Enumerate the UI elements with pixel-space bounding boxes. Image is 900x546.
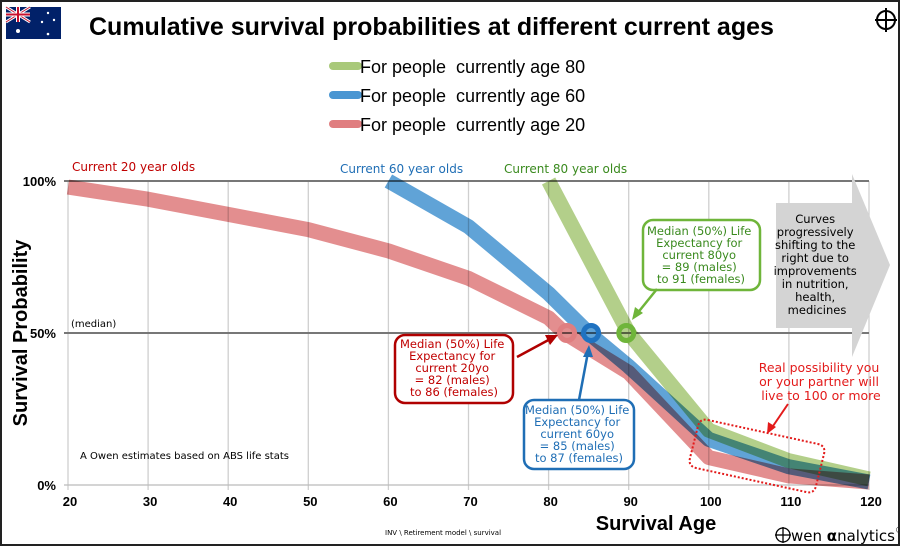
x-tick-label: 90 <box>623 494 637 509</box>
svg-text:Real possibility you or: Real possibility you or your partner wil… <box>759 360 884 403</box>
axis-ticks: 20 30 40 50 60 70 80 90 100 110 120 0% 50% 100% <box>23 174 882 509</box>
svg-text:Median (50%) Life Expect: Median (50%) Life Expectancy for current… <box>647 224 755 286</box>
legend-label-age60: For people currently age 60 <box>360 86 585 106</box>
callout-age20: Median (50%) Life Expectancy for current… <box>393 333 558 405</box>
svg-text:Median (50%) Life Expect: Median (50%) Life Expectancy for current… <box>400 337 508 399</box>
file-path: INV \ Retirement model \ survival <box>385 529 501 537</box>
x-tick-label: 70 <box>463 494 477 509</box>
x-tick-label: 80 <box>543 494 557 509</box>
callout-age80: Median (50%) Life Expectancy for current… <box>632 218 762 320</box>
x-tick-label: 100 <box>700 494 722 509</box>
svg-text:Median (50%) Life Expect: Median (50%) Life Expectancy for current… <box>525 403 633 465</box>
x-tick-label: 30 <box>143 494 157 509</box>
series-lines <box>66 174 871 490</box>
y-tick-label: 50% <box>30 326 56 341</box>
median-label: (median) <box>71 319 116 330</box>
series-label-age20: Current 20 year olds <box>72 160 195 174</box>
crosshair-icon <box>875 8 897 32</box>
series-line-age20 <box>66 179 870 490</box>
callout-possibility: Real possibility you or your partner wil… <box>688 360 884 494</box>
x-tick-label: 60 <box>383 494 397 509</box>
shift-right-arrow <box>776 174 890 357</box>
series-label-age80: Current 80 year olds <box>504 162 627 176</box>
callout-age60: Median (50%) Life Expectancy for current… <box>522 345 636 471</box>
series-label-age60: Current 60 year olds <box>340 162 463 176</box>
legend: For people currently age 80 For people c… <box>329 57 585 135</box>
owen-analytics-logo: wen αnalytics® <box>775 526 900 545</box>
y-tick-label: 100% <box>23 174 57 189</box>
chart-title: Cumulative survival probabilities at dif… <box>89 13 774 41</box>
x-axis-title: Survival Age <box>596 513 716 535</box>
legend-label-age20: For people currently age 20 <box>360 115 585 135</box>
svg-text:wen αnalytics®: wen αnalytics® <box>791 526 900 545</box>
source-note: A Owen estimates based on ABS life stats <box>80 451 289 462</box>
x-tick-label: 120 <box>860 494 882 509</box>
x-tick-label: 50 <box>303 494 317 509</box>
x-tick-label: 40 <box>223 494 237 509</box>
median-marker <box>581 323 602 343</box>
median-marker <box>557 323 578 343</box>
median-markers <box>557 323 637 343</box>
australia-flag-icon <box>5 5 61 39</box>
x-tick-label: 110 <box>780 494 801 509</box>
y-tick-label: 0% <box>37 478 56 493</box>
median-marker <box>616 323 637 343</box>
legend-label-age80: For people currently age 80 <box>360 57 585 77</box>
y-axis-title: Survival Probability <box>10 239 32 427</box>
x-tick-label: 20 <box>63 494 77 509</box>
series-line-age80 <box>541 177 871 487</box>
shift-note: Curves progressively shifting to the rig… <box>774 212 861 317</box>
